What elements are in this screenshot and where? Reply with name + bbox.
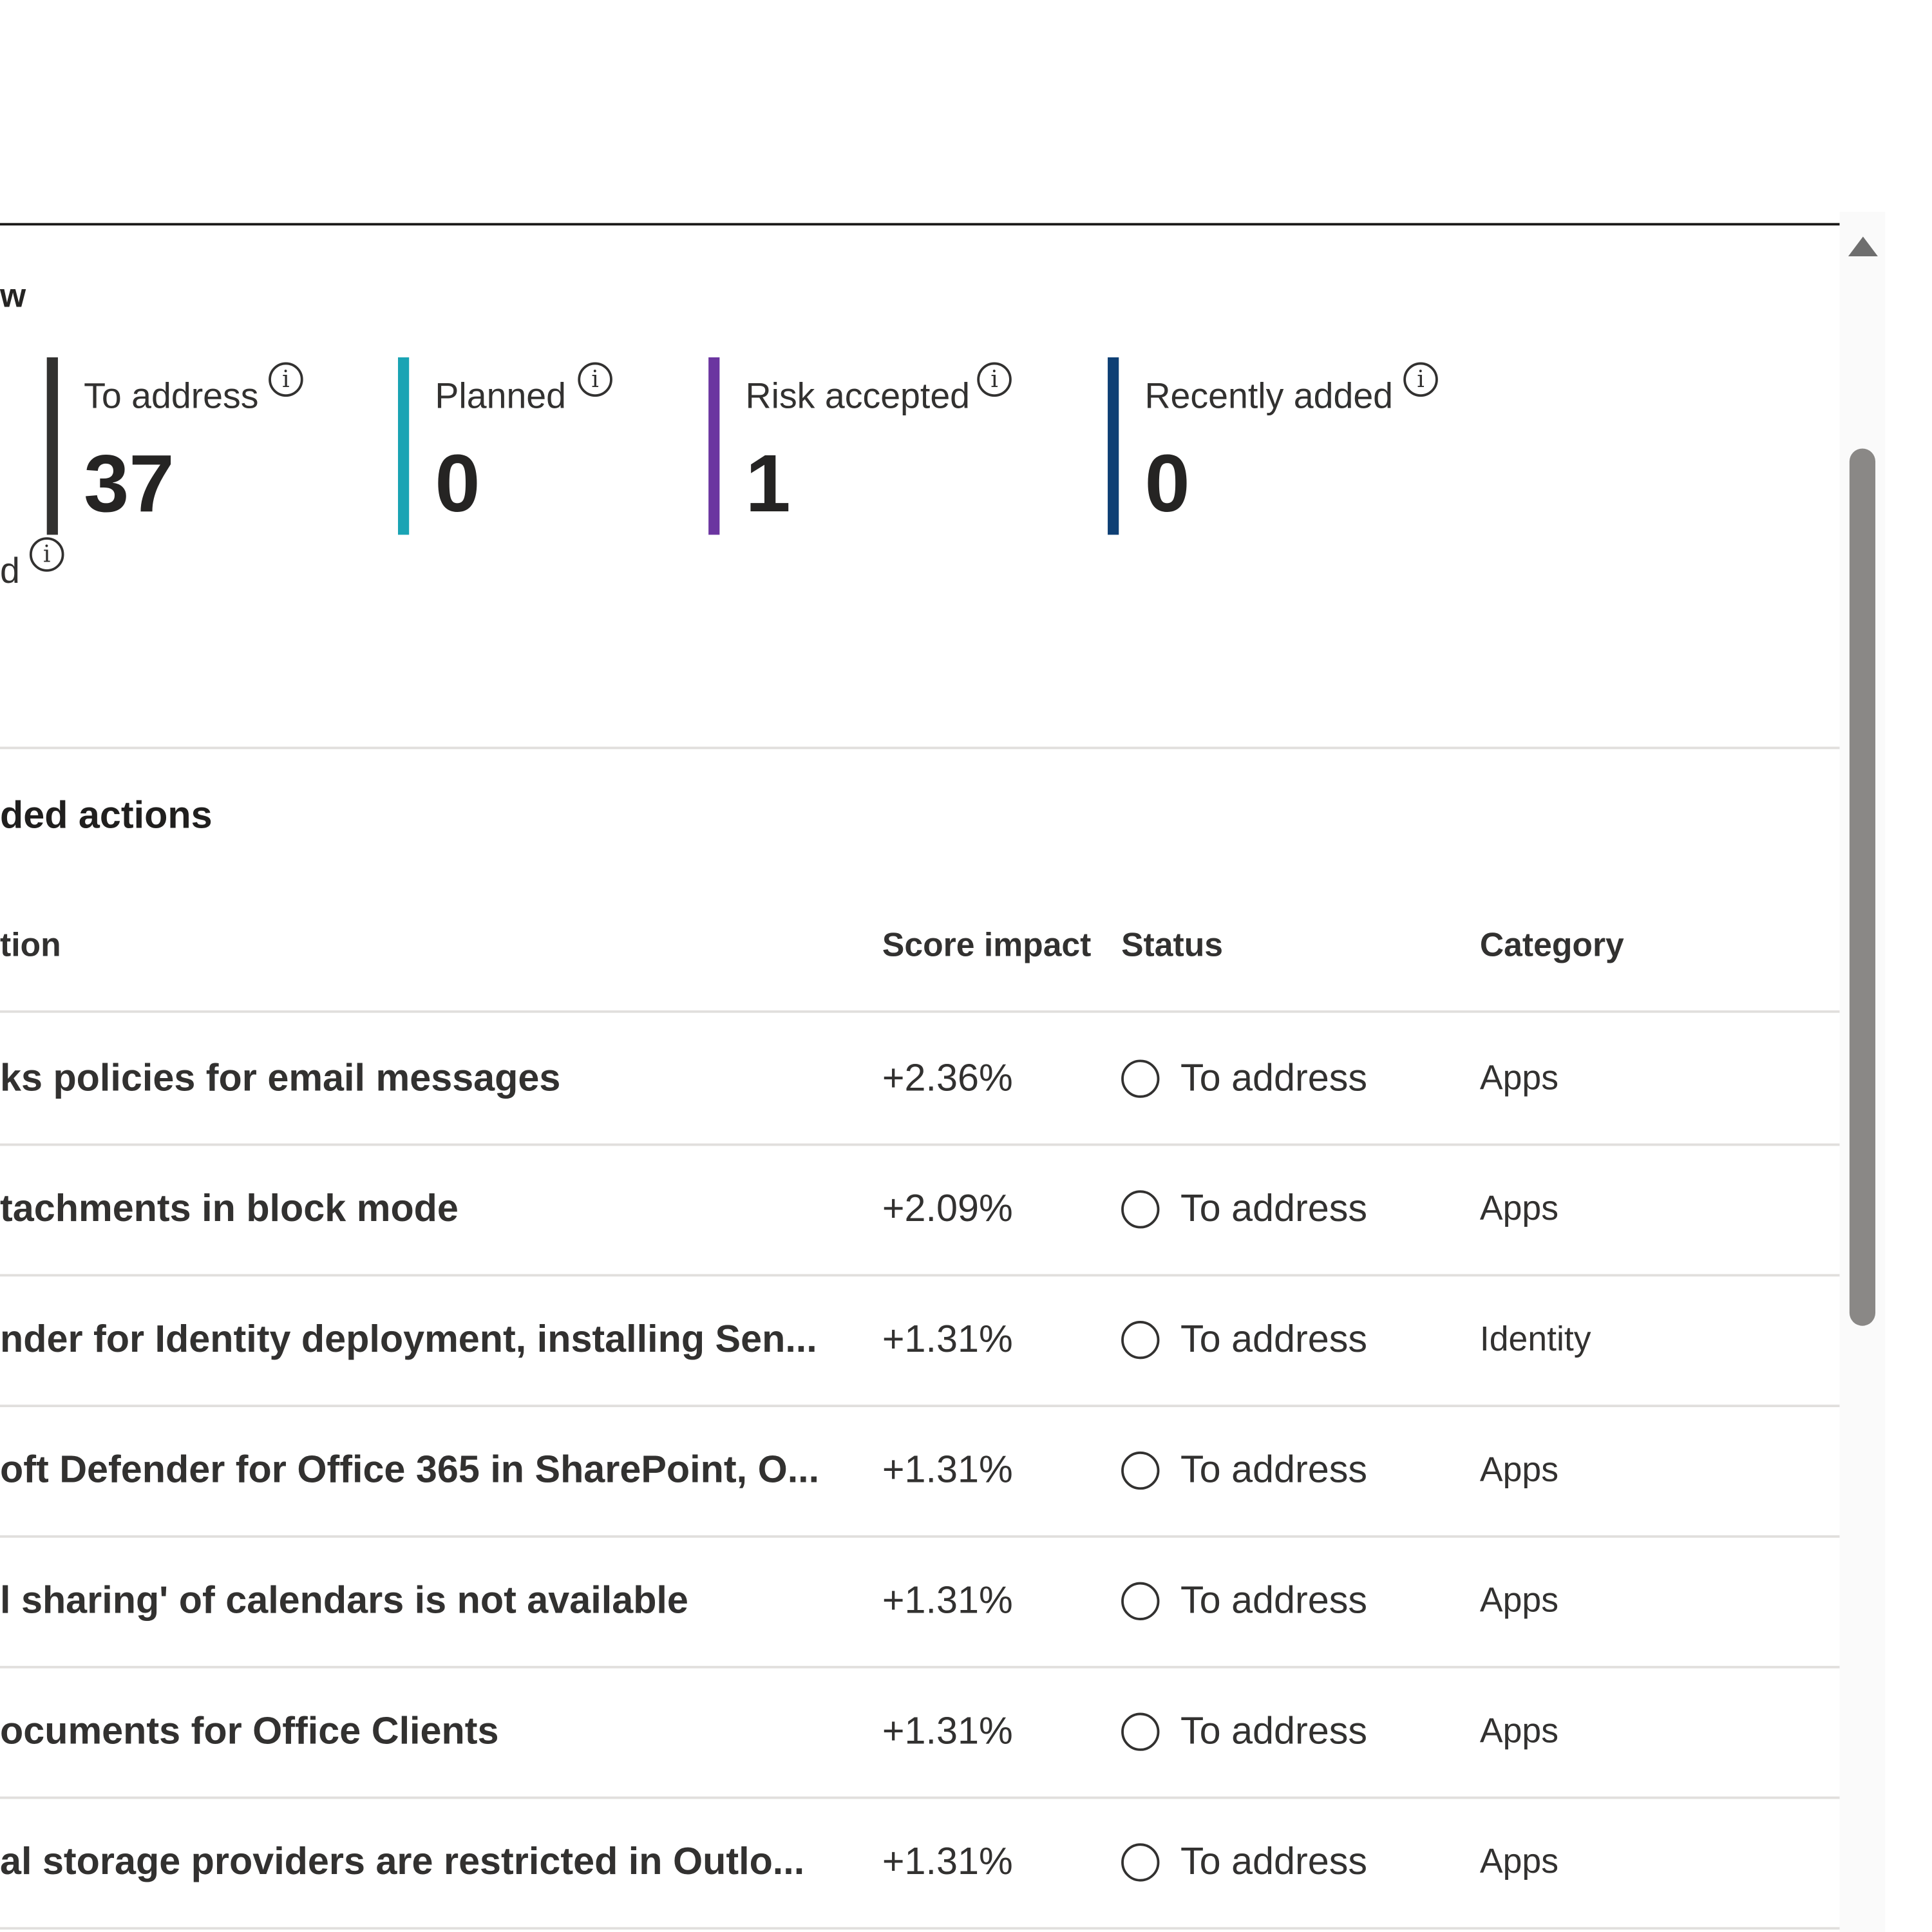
stat-label: Risk accepted	[745, 377, 971, 417]
table-row[interactable]: ks policies for email messages +2.36% To…	[0, 1013, 1840, 1146]
stat-bar	[708, 357, 720, 535]
status-text: To address	[1180, 1448, 1368, 1492]
score-impact: +1.31%	[882, 1709, 1013, 1752]
category: Apps	[1479, 1058, 1558, 1097]
stat-label: Recently added	[1144, 377, 1394, 417]
score-impact: +2.36%	[882, 1056, 1013, 1099]
column-header-action[interactable]: tion	[0, 926, 61, 964]
status-circle-icon	[1121, 1450, 1160, 1490]
category: Apps	[1479, 1189, 1558, 1227]
table-row[interactable]: ocuments for Office Clients +1.31% To ad…	[0, 1666, 1840, 1799]
status-text: To address	[1180, 1839, 1368, 1883]
status-cell: To address	[1121, 1445, 1367, 1495]
score-impact: +1.31%	[882, 1839, 1013, 1883]
action-title[interactable]: ocuments for Office Clients	[0, 1709, 499, 1752]
info-icon[interactable]: i	[269, 362, 303, 397]
info-icon[interactable]: i	[578, 362, 612, 397]
category: Apps	[1479, 1842, 1558, 1880]
overview-heading: w	[0, 277, 26, 314]
score-impact: +1.31%	[882, 1578, 1013, 1622]
category: Identity	[1479, 1320, 1591, 1358]
action-title[interactable]: nder for Identity deployment, installing…	[0, 1317, 817, 1361]
status-text: To address	[1180, 1709, 1368, 1752]
recommended-actions-heading: ded actions	[0, 793, 213, 837]
status-circle-icon	[1121, 1712, 1160, 1750]
info-icon[interactable]: i	[1403, 362, 1438, 397]
status-circle-icon	[1121, 1189, 1160, 1228]
status-cell: To address	[1121, 1837, 1367, 1887]
status-text: To address	[1180, 1056, 1368, 1099]
section-divider	[0, 746, 1840, 750]
table-row[interactable]: nder for Identity deployment, installing…	[0, 1274, 1840, 1407]
stat-bar	[397, 357, 410, 535]
table-row[interactable]: al storage providers are restricted in O…	[0, 1797, 1840, 1930]
status-text: To address	[1180, 1317, 1368, 1361]
status-cell: To address	[1121, 1576, 1367, 1625]
status-circle-icon	[1121, 1581, 1160, 1620]
status-circle-icon	[1121, 1842, 1160, 1881]
status-circle-icon	[1121, 1320, 1160, 1359]
status-text: To address	[1180, 1578, 1368, 1622]
stat-bar	[46, 357, 58, 535]
status-text: To address	[1180, 1186, 1368, 1230]
table-row[interactable]: oft Defender for Office 365 in SharePoin…	[0, 1405, 1840, 1538]
stat-value: 37	[84, 437, 175, 529]
category: Apps	[1479, 1450, 1558, 1489]
stat-bar	[1108, 357, 1119, 535]
category: Apps	[1479, 1711, 1558, 1750]
table-header-divider	[0, 1010, 1840, 1013]
stat-value: 0	[435, 437, 480, 529]
scroll-up-arrow-icon[interactable]	[1848, 236, 1878, 256]
stat-label: Planned	[435, 377, 567, 417]
table-row[interactable]: tachments in block mode +2.09% To addres…	[0, 1144, 1840, 1277]
score-impact: +2.09%	[882, 1186, 1013, 1230]
column-header-category[interactable]: Category	[1479, 926, 1624, 964]
table-row[interactable]: l sharing' of calendars is not available…	[0, 1535, 1840, 1669]
info-icon[interactable]: i	[29, 537, 64, 572]
category: Apps	[1479, 1580, 1558, 1620]
header-divider	[0, 223, 1840, 226]
action-title[interactable]: tachments in block mode	[0, 1186, 459, 1230]
action-title[interactable]: l sharing' of calendars is not available	[0, 1578, 688, 1622]
status-cell: To address	[1121, 1707, 1367, 1756]
column-header-score-impact[interactable]: Score impact	[882, 926, 1092, 964]
score-impact: +1.31%	[882, 1448, 1013, 1492]
action-title[interactable]: ks policies for email messages	[0, 1056, 561, 1099]
score-impact: +1.31%	[882, 1317, 1013, 1361]
stat-value: 0	[1144, 437, 1190, 529]
column-header-status[interactable]: Status	[1121, 926, 1224, 964]
status-cell: To address	[1121, 1184, 1367, 1234]
stat-label-fragment: d	[0, 552, 20, 592]
action-title[interactable]: al storage providers are restricted in O…	[0, 1839, 805, 1883]
action-title[interactable]: oft Defender for Office 365 in SharePoin…	[0, 1448, 820, 1492]
stat-label: To address	[84, 377, 259, 417]
scrollbar-thumb[interactable]	[1849, 448, 1876, 1326]
status-cell: To address	[1121, 1054, 1367, 1103]
status-cell: To address	[1121, 1314, 1367, 1364]
info-icon[interactable]: i	[977, 362, 1012, 397]
stat-value: 1	[745, 437, 791, 529]
status-circle-icon	[1121, 1059, 1160, 1097]
